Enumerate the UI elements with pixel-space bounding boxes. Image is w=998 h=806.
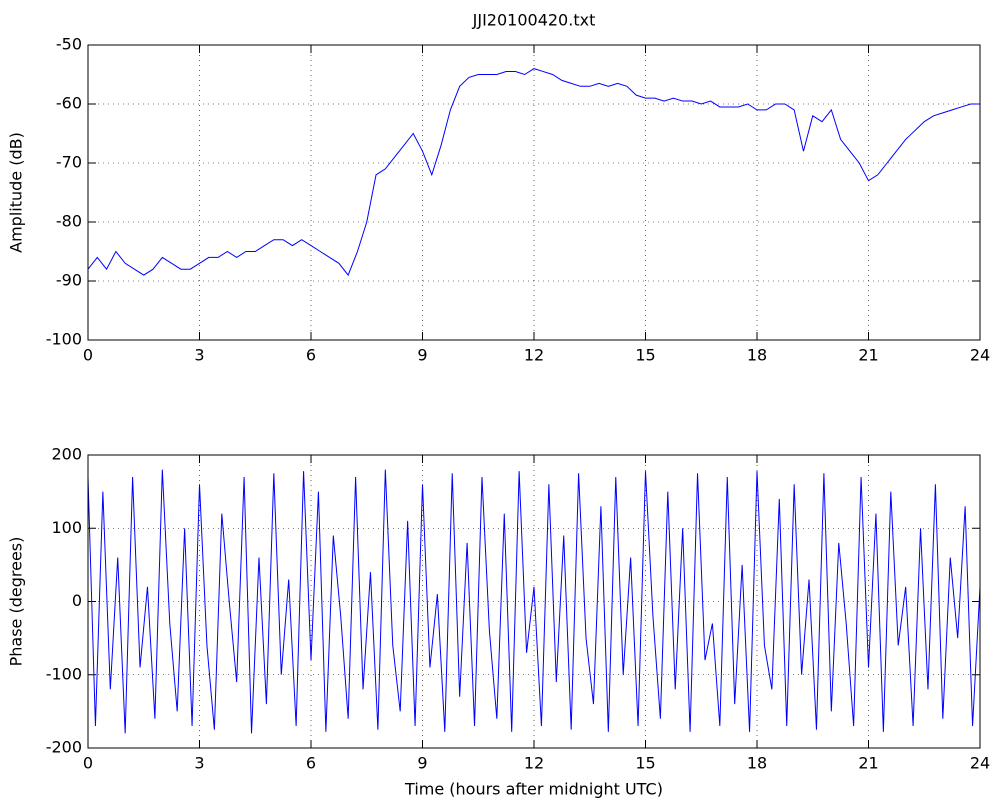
y-tick-label: 100 bbox=[51, 518, 82, 537]
x-tick-label: 21 bbox=[858, 346, 878, 365]
y-axis-label: Amplitude (dB) bbox=[7, 132, 26, 253]
chart-title: JJI20100420.txt bbox=[472, 11, 596, 30]
data-line bbox=[87, 469, 981, 734]
y-tick-label: -100 bbox=[46, 330, 82, 349]
x-tick-label: 15 bbox=[635, 754, 655, 773]
x-tick-label: 18 bbox=[747, 754, 767, 773]
x-axis-label: Time (hours after midnight UTC) bbox=[404, 780, 663, 799]
x-tick-label: 21 bbox=[858, 754, 878, 773]
y-tick-label: -200 bbox=[46, 738, 82, 757]
y-tick-label: 200 bbox=[51, 445, 82, 464]
y-tick-label: -90 bbox=[56, 271, 82, 290]
x-tick-label: 0 bbox=[83, 754, 93, 773]
x-tick-label: 6 bbox=[306, 346, 316, 365]
axes-frame bbox=[87, 44, 981, 341]
y-tick-label: -80 bbox=[56, 212, 82, 231]
x-tick-label: 24 bbox=[970, 346, 990, 365]
y-tick-label: -70 bbox=[56, 153, 82, 172]
y-tick-label: 0 bbox=[72, 591, 82, 610]
y-tick-label: -60 bbox=[56, 94, 82, 113]
x-tick-label: 15 bbox=[635, 346, 655, 365]
x-tick-label: 0 bbox=[83, 346, 93, 365]
x-tick-label: 18 bbox=[747, 346, 767, 365]
y-axis-label: Phase (degrees) bbox=[7, 537, 26, 667]
y-tick-label: -100 bbox=[46, 664, 82, 683]
y-tick-label: -50 bbox=[56, 35, 82, 54]
x-tick-label: 6 bbox=[306, 754, 316, 773]
x-tick-label: 12 bbox=[524, 754, 544, 773]
x-tick-label: 24 bbox=[970, 754, 990, 773]
x-tick-label: 3 bbox=[194, 346, 204, 365]
x-tick-label: 3 bbox=[194, 754, 204, 773]
data-line bbox=[87, 68, 980, 277]
x-tick-label: 9 bbox=[417, 346, 427, 365]
x-tick-label: 12 bbox=[524, 346, 544, 365]
x-tick-label: 9 bbox=[417, 754, 427, 773]
axes-frame bbox=[87, 454, 981, 749]
